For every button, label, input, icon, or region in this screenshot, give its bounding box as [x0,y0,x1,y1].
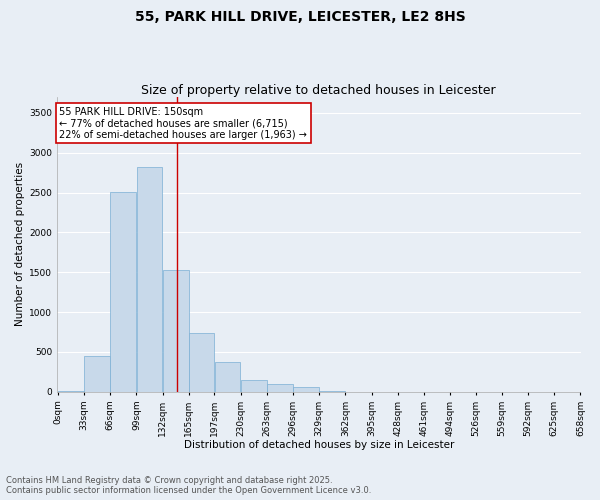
Bar [110,192,136,392]
Bar [137,167,163,392]
Text: Contains HM Land Registry data © Crown copyright and database right 2025.
Contai: Contains HM Land Registry data © Crown c… [6,476,371,495]
Bar [293,387,319,392]
Bar [189,333,214,392]
Bar [267,384,293,392]
Bar [319,391,345,392]
X-axis label: Distribution of detached houses by size in Leicester: Distribution of detached houses by size … [184,440,454,450]
Bar [215,362,241,392]
Y-axis label: Number of detached properties: Number of detached properties [15,162,25,326]
Bar [84,356,110,392]
Text: 55, PARK HILL DRIVE, LEICESTER, LE2 8HS: 55, PARK HILL DRIVE, LEICESTER, LE2 8HS [134,10,466,24]
Text: 55 PARK HILL DRIVE: 150sqm
← 77% of detached houses are smaller (6,715)
22% of s: 55 PARK HILL DRIVE: 150sqm ← 77% of deta… [59,106,307,140]
Title: Size of property relative to detached houses in Leicester: Size of property relative to detached ho… [142,84,496,97]
Bar [163,270,188,392]
Bar [241,380,266,392]
